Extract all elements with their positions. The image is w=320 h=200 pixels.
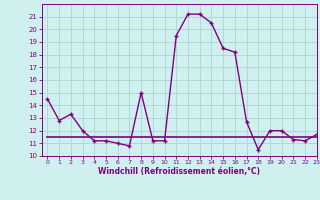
X-axis label: Windchill (Refroidissement éolien,°C): Windchill (Refroidissement éolien,°C) — [98, 167, 260, 176]
